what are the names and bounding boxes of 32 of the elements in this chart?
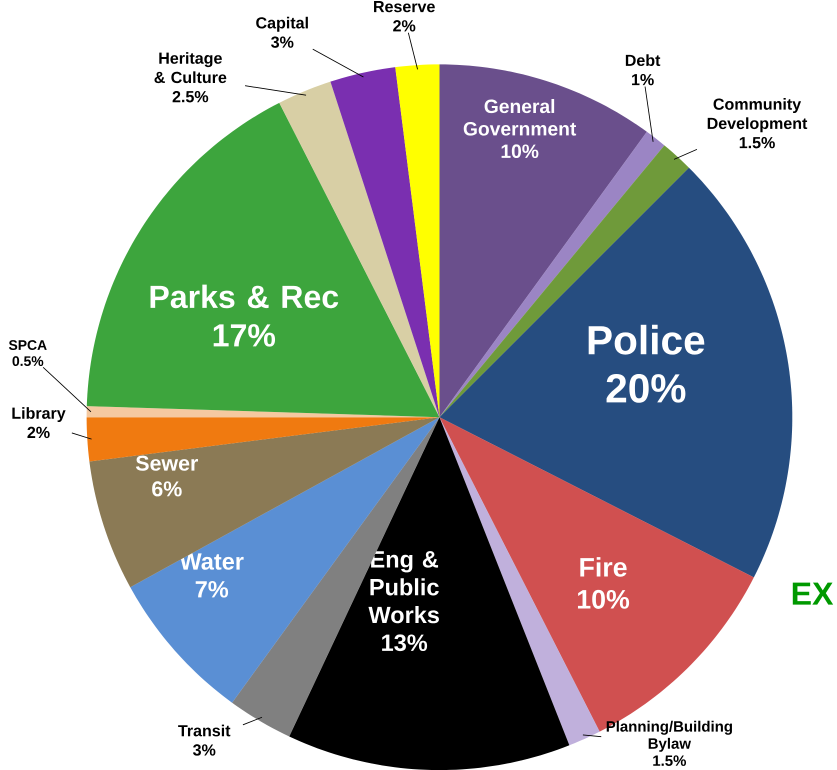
data-label: 3% xyxy=(271,36,294,48)
data-label: 10% xyxy=(502,144,538,158)
data-label: 13% xyxy=(382,634,428,652)
slice-label: Sewer xyxy=(136,456,198,471)
slice-label: Transit xyxy=(178,724,230,736)
slice-label: General Government xyxy=(464,98,576,136)
slice-label: SPCA xyxy=(8,340,47,350)
data-label: 1% xyxy=(632,74,654,86)
slice-label: Community Development xyxy=(708,98,808,132)
slice-label: Planning/Building Bylaw xyxy=(606,720,732,752)
slice-label: Parks & Rec xyxy=(150,284,338,308)
text: EX xyxy=(792,582,834,605)
slice-label: Heritage & Culture xyxy=(154,52,226,84)
data-label: 1.5% xyxy=(653,755,686,766)
slice-label: Capital xyxy=(256,16,308,32)
data-label: 10% xyxy=(578,590,630,609)
data-label: 7% xyxy=(196,580,228,598)
data-label: 3% xyxy=(193,744,216,756)
slice-label: Debt xyxy=(626,54,660,66)
slice-label: Reserve xyxy=(374,1,435,12)
data-label: 1.5% xyxy=(740,136,775,148)
data-label: 17% xyxy=(214,324,276,347)
data-label: 20% xyxy=(606,374,686,403)
data-label: 0.5% xyxy=(12,356,44,366)
data-label: 2% xyxy=(27,426,50,438)
data-label: 2.5% xyxy=(172,90,208,102)
slice-label: Water xyxy=(179,553,244,570)
slice-label: Fire xyxy=(580,557,627,577)
data-label: 2% xyxy=(393,20,416,32)
data-label: 6% xyxy=(152,481,182,496)
slice-label: Library xyxy=(12,407,66,422)
slice-label: Police xyxy=(588,324,704,355)
